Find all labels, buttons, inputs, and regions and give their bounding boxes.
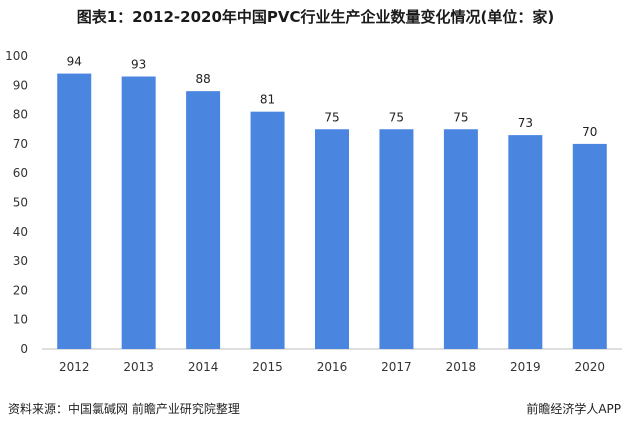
bar-2018: [443, 129, 478, 349]
y-tick-label: 40: [13, 225, 28, 239]
data-labels: 94 93 88 81 75 75 75 73 70: [67, 55, 598, 139]
data-label-2016: 75: [324, 110, 339, 124]
x-tick-label-2013: 2013: [123, 360, 154, 374]
y-tick-label: 70: [13, 137, 28, 151]
bar-2019: [508, 135, 543, 349]
data-label-2012: 94: [67, 55, 82, 69]
source-note: 资料来源：中国氯碱网 前瞻产业研究院整理: [8, 402, 240, 416]
y-tick-label: 50: [13, 196, 28, 210]
data-label-2019: 73: [518, 116, 533, 130]
data-label-2014: 88: [195, 72, 210, 86]
bar-2017: [379, 129, 414, 349]
x-axis-tick-labels: 2012 2013 2014 2015 2016 2017 2018 2019 2020: [59, 360, 605, 374]
y-tick-label: 20: [13, 283, 28, 297]
bar-2015: [250, 111, 285, 349]
y-tick-label: 80: [13, 108, 28, 122]
x-tick-label-2016: 2016: [317, 360, 348, 374]
data-label-2020: 70: [582, 125, 597, 139]
y-tick-label: 60: [13, 166, 28, 180]
y-tick-label: 90: [13, 78, 28, 92]
x-tick-label-2014: 2014: [188, 360, 219, 374]
x-tick-label-2019: 2019: [510, 360, 541, 374]
y-tick-label: 0: [20, 342, 28, 356]
y-tick-label: 10: [13, 313, 28, 327]
y-tick-label: 30: [13, 254, 28, 268]
y-tick-label: 100: [5, 49, 28, 63]
x-tick-label-2018: 2018: [446, 360, 477, 374]
bar-2014: [186, 91, 221, 349]
data-label-2013: 93: [131, 58, 146, 72]
chart-title: 图表1：2012-2020年中国PVC行业生产企业数量变化情况(单位：家): [76, 8, 555, 26]
brand-label[interactable]: 前瞻经济学人APP: [526, 402, 621, 416]
x-tick-label-2017: 2017: [381, 360, 412, 374]
bar-2016: [315, 129, 349, 349]
bar-2012: [57, 73, 92, 349]
data-label-2018: 75: [453, 110, 468, 124]
x-tick-label-2012: 2012: [59, 360, 90, 374]
y-axis-tick-labels: 0 10 20 30 40 50 60 70 80 90 100: [5, 49, 28, 356]
x-tick-label-2015: 2015: [252, 360, 283, 374]
bars: [57, 73, 607, 349]
data-label-2015: 81: [260, 93, 275, 107]
bar-2013: [121, 76, 156, 349]
x-tick-label-2020: 2020: [575, 360, 606, 374]
bar-2020: [572, 143, 607, 349]
data-label-2017: 75: [389, 110, 404, 124]
